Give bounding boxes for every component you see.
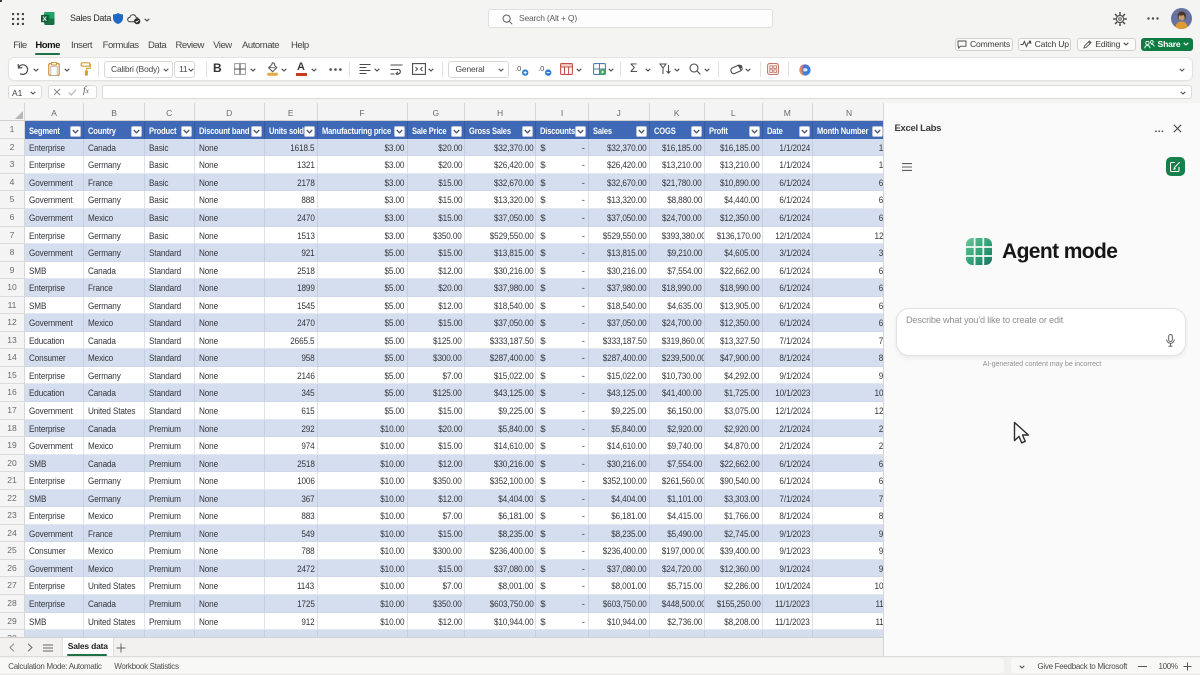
svg-text:.0: .0 (515, 64, 521, 73)
svg-text:.0: .0 (538, 64, 544, 73)
svg-text:X: X (42, 16, 47, 23)
